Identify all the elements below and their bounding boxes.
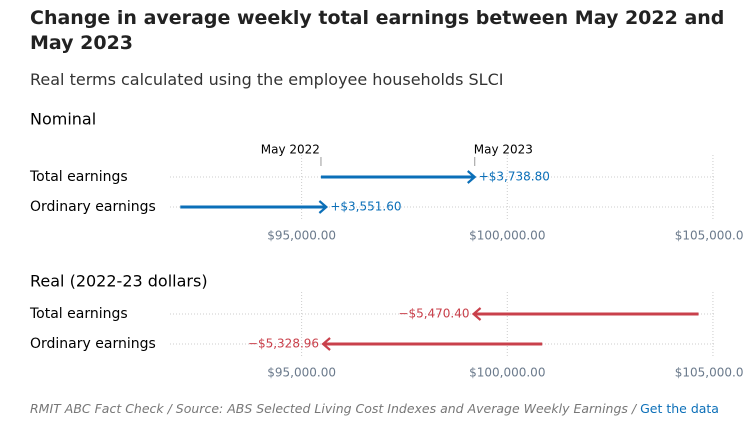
arrowhead	[318, 200, 329, 214]
value-label: −$5,328.96	[248, 337, 319, 351]
arrowhead	[471, 307, 482, 321]
arrowhead	[467, 170, 477, 184]
x-tick-label: $105,000.00	[675, 229, 744, 243]
subtitle: Real terms calculated using the employee…	[30, 70, 504, 89]
annotation: May 2023	[474, 143, 533, 157]
value-label: +$3,738.80	[479, 170, 550, 184]
value-label: +$3,551.60	[330, 200, 401, 214]
data-link[interactable]: Get the data	[640, 401, 719, 416]
x-tick-label: $100,000.00	[469, 229, 545, 243]
annotation: May 2022	[261, 143, 320, 157]
x-tick-label: $100,000.00	[469, 366, 545, 380]
row-label: Total earnings	[29, 306, 128, 322]
arrowhead	[321, 337, 331, 351]
value-label: −$5,470.40	[398, 307, 469, 321]
x-tick-label: $105,000.00	[675, 366, 744, 380]
x-tick-label: $95,000.00	[267, 229, 336, 243]
row-label: Ordinary earnings	[30, 336, 156, 352]
panel-title: Nominal	[30, 110, 96, 129]
chart: Nominal $95,000.00 $100,000.00 $105,000.00 T…	[29, 110, 744, 380]
panel-title: Real (2022-23 dollars)	[30, 272, 208, 291]
source: RMIT ABC Fact Check / Source: ABS Select…	[30, 401, 637, 416]
row-label: Ordinary earnings	[30, 199, 156, 215]
x-tick-label: $95,000.00	[267, 366, 336, 380]
row-label: Total earnings	[29, 169, 128, 185]
footer: RMIT ABC Fact Check / Source: ABS Select…	[30, 401, 719, 416]
title: Change in average weekly total earnings …	[30, 7, 725, 54]
